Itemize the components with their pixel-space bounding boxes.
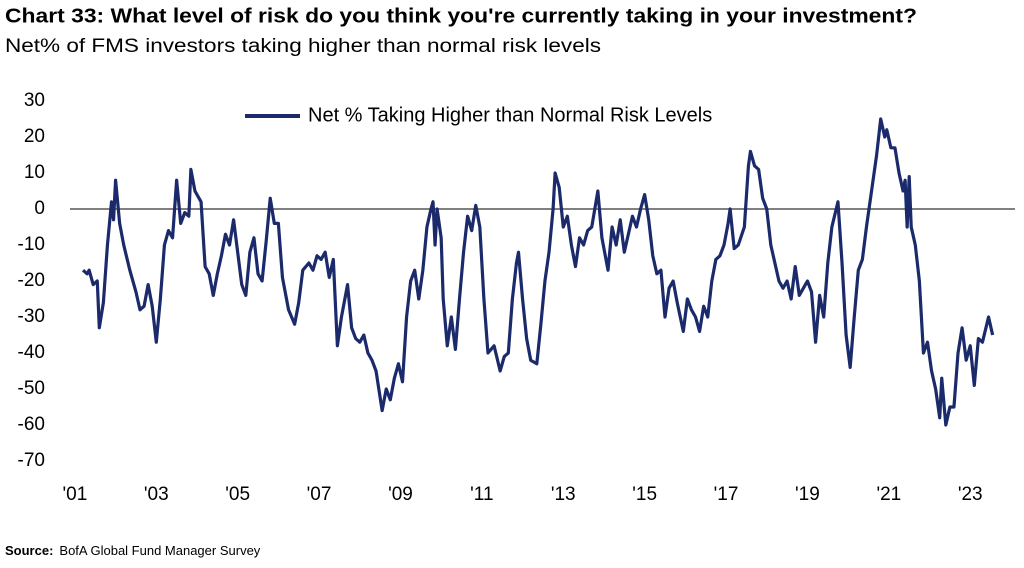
legend-label: Net % Taking Higher than Normal Risk Lev… xyxy=(308,104,712,126)
y-tick-label: 20 xyxy=(24,126,45,147)
y-tick-label: -10 xyxy=(18,234,45,255)
y-tick-label: 10 xyxy=(24,162,45,183)
x-tick-label: '03 xyxy=(144,484,169,505)
data-line xyxy=(81,117,995,427)
y-tick-label: -20 xyxy=(18,270,45,291)
y-tick-label: 0 xyxy=(34,198,45,219)
x-tick-label: '01 xyxy=(63,484,88,505)
x-tick-label: '15 xyxy=(632,484,657,505)
y-tick-label: -30 xyxy=(18,306,45,327)
y-tick-label: -40 xyxy=(18,342,45,363)
source-text: BofA Global Fund Manager Survey xyxy=(59,543,260,558)
y-tick-label: -70 xyxy=(18,450,45,471)
y-tick-label: 30 xyxy=(24,90,45,111)
x-tick-label: '09 xyxy=(388,484,413,505)
x-tick-label: '07 xyxy=(307,484,332,505)
x-tick-label: '23 xyxy=(958,484,983,505)
source-label: Source: xyxy=(5,543,53,558)
chart-title: Chart 33: What level of risk do you thin… xyxy=(5,5,917,27)
y-tick-label: -60 xyxy=(18,414,45,435)
x-tick-label: '11 xyxy=(470,484,493,505)
x-tick-label: '19 xyxy=(795,484,820,505)
source-note: Source: BofA Global Fund Manager Survey xyxy=(5,543,261,558)
y-tick-label: -50 xyxy=(18,378,45,399)
chart-subtitle: Net% of FMS investors taking higher than… xyxy=(5,36,601,57)
x-tick-label: '21 xyxy=(876,484,901,505)
x-tick-label: '13 xyxy=(551,484,576,505)
x-tick-label: '05 xyxy=(225,484,250,505)
x-tick-label: '17 xyxy=(714,484,739,505)
